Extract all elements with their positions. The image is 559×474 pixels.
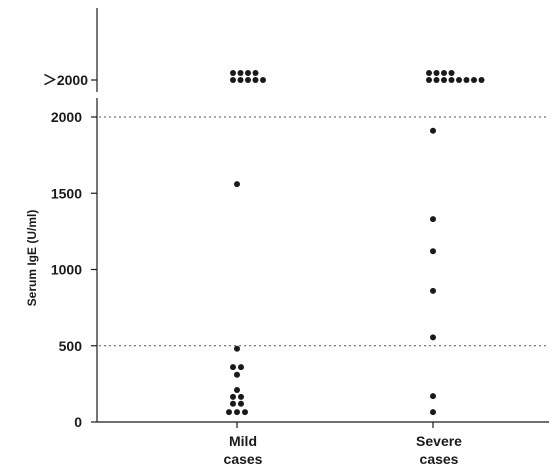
overflow-data-point <box>237 70 244 76</box>
data-point <box>230 400 236 407</box>
overflow-data-point <box>478 77 485 83</box>
data-point <box>238 393 244 400</box>
overflow-data-point <box>252 70 259 76</box>
overflow-data-point <box>260 77 266 83</box>
data-point <box>234 409 240 416</box>
reference-lines <box>99 116 549 347</box>
data-point <box>242 409 248 416</box>
overflow-data-point <box>237 77 244 83</box>
overflow-data-point <box>230 70 236 76</box>
data-point <box>234 345 240 352</box>
overflow-data-point <box>463 77 470 83</box>
data-point <box>238 400 244 407</box>
overflow-data-point <box>245 70 251 76</box>
y-tick-label: 500 <box>59 338 83 354</box>
y-tick-label: 2000 <box>51 109 82 125</box>
data-point <box>430 409 436 416</box>
data-point <box>430 393 436 400</box>
y-axis-upper <box>91 8 98 92</box>
y-axis-ticks: 0 500 1000 1500 2000 <box>51 109 97 430</box>
overflow-data-point <box>252 77 259 83</box>
overflow-data-point <box>456 77 462 83</box>
data-point <box>226 409 232 416</box>
y-axis <box>96 98 549 423</box>
data-point <box>430 248 436 255</box>
y-tick-label: 0 <box>74 414 82 430</box>
y-tick-label: 1500 <box>51 185 82 201</box>
data-point <box>234 181 240 188</box>
data-point <box>234 371 240 378</box>
overflow-data-point <box>426 77 432 83</box>
y-tick-label: 1000 <box>51 262 82 278</box>
overflow-data-point <box>426 70 432 76</box>
overflow-data-point <box>433 77 440 83</box>
overflow-data-point <box>230 77 236 83</box>
data-points <box>226 70 485 416</box>
data-point <box>430 334 436 341</box>
overflow-data-point <box>471 77 477 83</box>
overflow-data-point <box>441 77 447 83</box>
data-point <box>430 287 436 294</box>
overflow-data-point <box>448 77 455 83</box>
data-point <box>230 393 236 400</box>
x-tick-label: Severe cases <box>416 433 462 467</box>
y-axis-label: Serum IgE (U/ml) <box>25 210 39 307</box>
overflow-tick-label: ＞2000 <box>43 72 88 88</box>
x-tick-label: Mild cases <box>224 433 263 467</box>
data-point <box>430 127 436 134</box>
data-point <box>430 216 436 223</box>
x-axis-ticks: Mild cases Severe cases <box>224 422 462 467</box>
overflow-data-point <box>433 70 440 76</box>
overflow-data-point <box>441 70 447 76</box>
overflow-data-point <box>245 77 251 83</box>
overflow-data-point <box>448 70 455 76</box>
data-point <box>234 386 240 393</box>
data-point <box>238 364 244 371</box>
data-point <box>230 364 236 371</box>
